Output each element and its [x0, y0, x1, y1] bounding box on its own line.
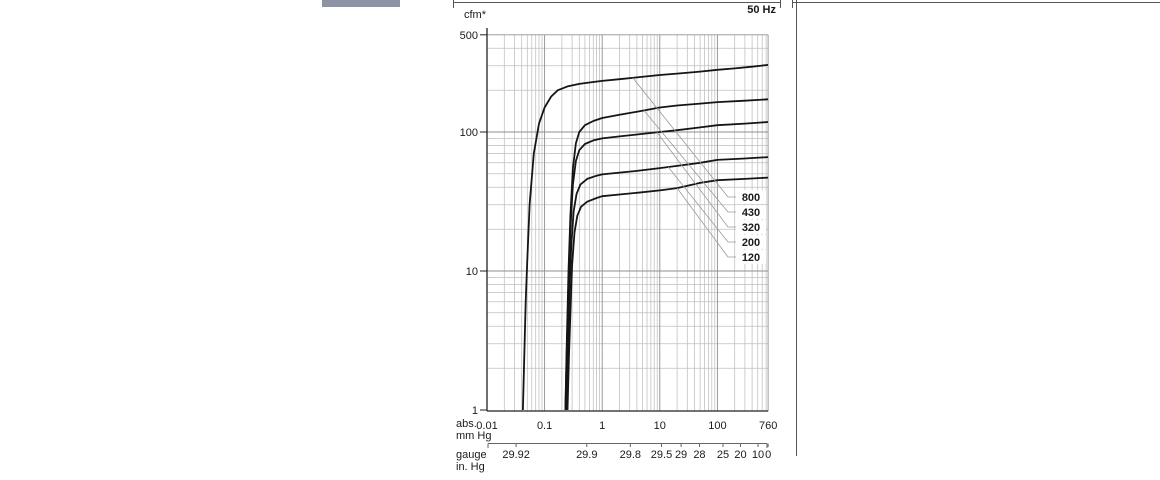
curve-label-200: 200	[742, 237, 760, 249]
curve-label-120: 120	[742, 252, 760, 264]
frequency-label: 50 Hz	[747, 4, 776, 16]
gauge-tick-label-29.8: 29.8	[620, 449, 641, 461]
x-tick-label-100: 100	[708, 420, 726, 432]
leader-430	[643, 110, 736, 213]
axes	[486, 28, 769, 412]
gauge-tick-label-20: 20	[734, 449, 746, 461]
gauge-axis-name-label: gauge	[456, 449, 487, 461]
right-column-left-border	[796, 0, 797, 456]
right-column-top-rule	[792, 2, 1160, 3]
curve-label-430: 430	[742, 207, 760, 219]
leader-320	[656, 132, 736, 228]
x-tick-label-0.01: 0.01	[476, 420, 497, 432]
curve-label-box-120	[736, 250, 766, 264]
y-tick-label-10: 10	[466, 266, 478, 278]
gauge-tick-label-28: 28	[693, 449, 705, 461]
curve-200	[565, 156, 769, 411]
grid-major	[487, 34, 769, 411]
y-tick-label-100: 100	[460, 127, 478, 139]
y-tick-label-1: 1	[472, 405, 478, 417]
curve-800	[522, 64, 769, 411]
curve-label-320: 320	[742, 222, 760, 234]
x-tick-label-1: 1	[599, 420, 605, 432]
x-tick-label-10: 10	[654, 420, 666, 432]
left-column-top-rule	[453, 2, 781, 3]
gauge-tick-label-25: 25	[717, 449, 729, 461]
leader-800	[632, 77, 736, 198]
leader-200	[667, 166, 736, 243]
page-top-accent-bar	[322, 0, 400, 7]
curve-label-box-200	[736, 235, 766, 249]
gauge-tick-label-29: 29	[675, 449, 687, 461]
curve-320	[564, 121, 769, 411]
x-tick-label-0.1: 0.1	[537, 420, 552, 432]
y-axis-unit-label: cfm*	[464, 9, 486, 21]
y-tick-label-500: 500	[460, 30, 478, 42]
right-column-rule-cap	[792, 0, 793, 8]
gauge-tick-label-29.92: 29.92	[502, 449, 530, 461]
x-tick-label-760: 760	[759, 420, 777, 432]
curve-label-box-430	[736, 205, 766, 219]
curve-label-800: 800	[742, 192, 760, 204]
grid-minor	[487, 34, 769, 411]
curve-label-box-320	[736, 220, 766, 234]
gauge-scale	[487, 443, 769, 448]
curve-120	[566, 176, 769, 411]
x-axis-unit-label: mm Hg	[456, 430, 492, 442]
leader-120	[676, 187, 736, 258]
gauge-tick-label-0: 0	[765, 449, 771, 461]
x-axis-abs-prefix: abs.	[456, 418, 477, 430]
gauge-tick-label-10: 10	[752, 449, 764, 461]
gauge-tick-label-29.5: 29.5	[651, 449, 672, 461]
left-column-rule-left-cap	[453, 0, 454, 8]
gauge-tick-label-29.9: 29.9	[576, 449, 597, 461]
left-column-rule-right-cap	[780, 0, 781, 8]
curve-label-box-800	[736, 190, 766, 204]
gauge-axis-unit-label: in. Hg	[456, 461, 485, 473]
